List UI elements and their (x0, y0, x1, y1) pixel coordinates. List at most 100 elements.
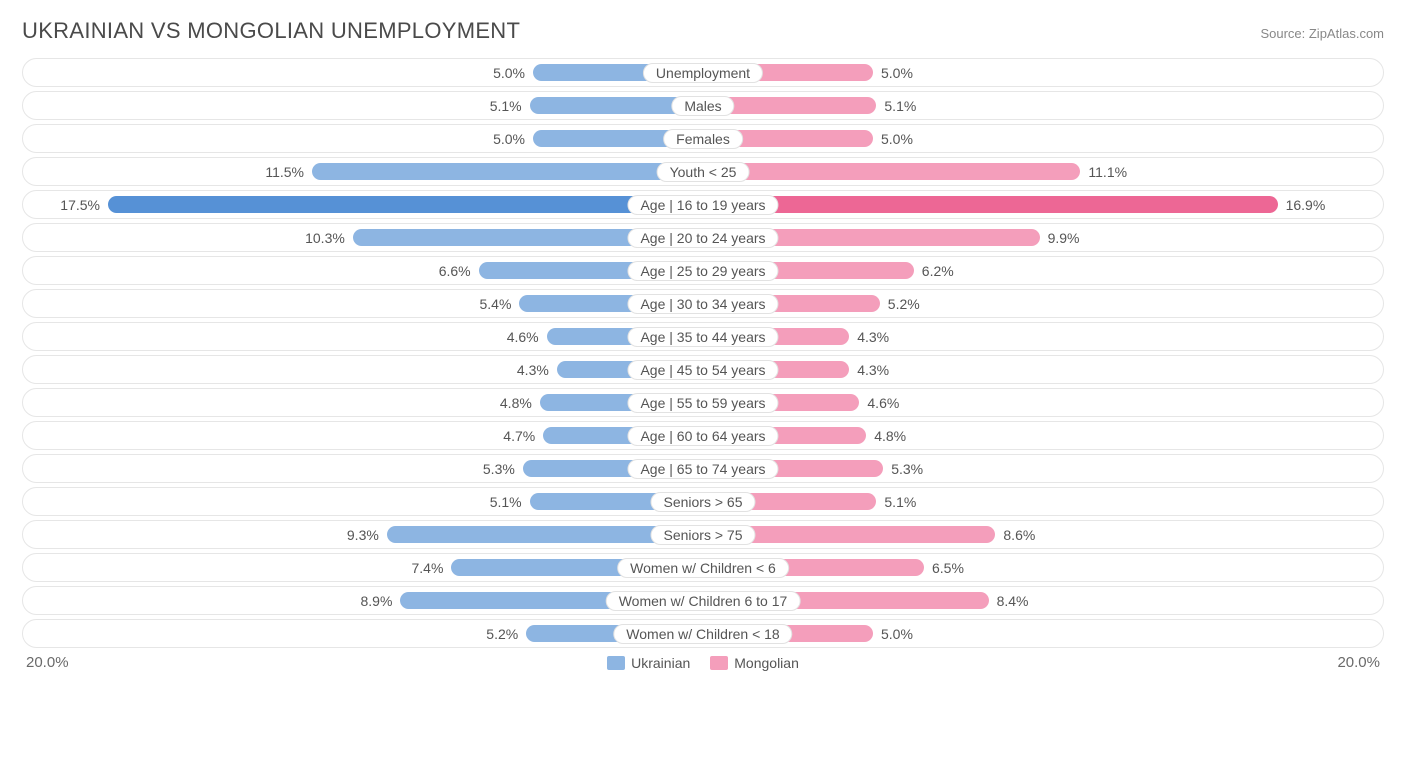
category-label: Females (663, 129, 743, 149)
row-left-half: 5.1% (23, 488, 703, 515)
row-right-half: 4.8% (703, 422, 1383, 449)
chart-row: 5.4%5.2%Age | 30 to 34 years (22, 289, 1384, 318)
row-right-half: 8.4% (703, 587, 1383, 614)
value-label-right: 4.8% (874, 428, 906, 444)
row-left-half: 5.4% (23, 290, 703, 317)
row-left-half: 17.5% (23, 191, 703, 218)
category-label: Women w/ Children < 6 (617, 558, 789, 578)
value-label-left: 4.8% (500, 395, 532, 411)
row-left-half: 5.0% (23, 59, 703, 86)
category-label: Age | 65 to 74 years (627, 459, 778, 479)
category-label: Seniors > 65 (651, 492, 756, 512)
chart-row: 7.4% 6.5% Women w/ Children < 6 (22, 553, 1384, 582)
axis-label-left: 20.0% (26, 654, 69, 671)
chart-row: 4.3%4.3%Age | 45 to 54 years (22, 355, 1384, 384)
legend-item-ukrainian: Ukrainian (607, 655, 690, 671)
axis-label-right: 20.0% (1337, 654, 1380, 671)
row-right-half: 8.6% (703, 521, 1383, 548)
category-label: Age | 60 to 64 years (627, 426, 778, 446)
value-label-left: 17.5% (60, 197, 100, 213)
category-label: Age | 30 to 34 years (627, 294, 778, 314)
value-label-right: 11.1% (1088, 164, 1127, 180)
chart-row: 11.5% 11.1% Youth < 25 (22, 157, 1384, 186)
chart-row: 5.3% 5.3% Age | 65 to 74 years (22, 454, 1384, 483)
chart-row: 4.7% 4.8% Age | 60 to 64 years (22, 421, 1384, 450)
value-label-left: 4.7% (503, 428, 535, 444)
row-right-half: 5.0% (703, 620, 1383, 647)
chart-row: 4.6%4.3%Age | 35 to 44 years (22, 322, 1384, 351)
category-label: Seniors > 75 (651, 525, 756, 545)
bar-ukrainian (108, 196, 703, 213)
row-left-half: 11.5% (23, 158, 703, 185)
chart-row: 5.0% 5.0% Females (22, 124, 1384, 153)
chart-source: Source: ZipAtlas.com (1260, 26, 1384, 41)
chart-row: 9.3% 8.6% Seniors > 75 (22, 520, 1384, 549)
value-label-right: 5.0% (881, 131, 913, 147)
value-label-left: 5.1% (490, 494, 522, 510)
chart-row: 5.1% 5.1% Males (22, 91, 1384, 120)
value-label-left: 5.1% (490, 98, 522, 114)
value-label-right: 8.6% (1003, 527, 1035, 543)
value-label-left: 5.3% (483, 461, 515, 477)
row-right-half: 16.9% (703, 191, 1383, 218)
value-label-right: 5.0% (881, 626, 913, 642)
legend-label-ukrainian: Ukrainian (631, 655, 690, 671)
row-left-half: 4.7% (23, 422, 703, 449)
row-left-half: 4.3% (23, 356, 703, 383)
value-label-right: 16.9% (1286, 197, 1326, 213)
row-right-half: 5.0% (703, 125, 1383, 152)
row-right-half: 11.1% (703, 158, 1383, 185)
row-right-half: 5.3% (703, 455, 1383, 482)
chart-row: 5.0% 5.0% Unemployment (22, 58, 1384, 87)
value-label-left: 5.0% (493, 131, 525, 147)
chart-rows: 5.0%5.0%Unemployment5.1%5.1%Males5.0%5.0… (22, 58, 1384, 648)
row-left-half: 7.4% (23, 554, 703, 581)
category-label: Unemployment (643, 63, 763, 83)
bar-mongolian (703, 163, 1080, 180)
row-left-half: 8.9% (23, 587, 703, 614)
value-label-right: 5.0% (881, 65, 913, 81)
category-label: Age | 25 to 29 years (627, 261, 778, 281)
value-label-left: 8.9% (360, 593, 392, 609)
value-label-right: 4.6% (867, 395, 899, 411)
chart-row: 5.2%5.0%Women w/ Children < 18 (22, 619, 1384, 648)
value-label-right: 6.2% (922, 263, 954, 279)
chart-row: 6.6% 6.2% Age | 25 to 29 years (22, 256, 1384, 285)
category-label: Males (671, 96, 734, 116)
row-right-half: 5.1% (703, 488, 1383, 515)
row-right-half: 4.6% (703, 389, 1383, 416)
chart-row: 8.9% 8.4% Women w/ Children 6 to 17 (22, 586, 1384, 615)
chart-row: 10.3% 9.9% Age | 20 to 24 years (22, 223, 1384, 252)
row-left-half: 6.6% (23, 257, 703, 284)
value-label-left: 10.3% (305, 230, 345, 246)
row-left-half: 5.2% (23, 620, 703, 647)
value-label-right: 6.5% (932, 560, 964, 576)
chart-footer: 20.0% Ukrainian Mongolian 20.0% (22, 654, 1384, 671)
value-label-right: 5.3% (891, 461, 923, 477)
legend-label-mongolian: Mongolian (734, 655, 799, 671)
chart-header: UKRAINIAN VS MONGOLIAN UNEMPLOYMENT Sour… (22, 18, 1384, 44)
row-left-half: 10.3% (23, 224, 703, 251)
value-label-right: 4.3% (857, 362, 889, 378)
value-label-left: 5.0% (493, 65, 525, 81)
value-label-right: 9.9% (1048, 230, 1080, 246)
chart-row: 4.8% 4.6% Age | 55 to 59 years (22, 388, 1384, 417)
row-right-half: 6.2% (703, 257, 1383, 284)
category-label: Women w/ Children 6 to 17 (606, 591, 801, 611)
value-label-left: 11.5% (265, 164, 304, 180)
value-label-left: 5.4% (479, 296, 511, 312)
category-label: Youth < 25 (657, 162, 750, 182)
row-right-half: 4.3% (703, 323, 1383, 350)
row-left-half: 9.3% (23, 521, 703, 548)
value-label-left: 5.2% (486, 626, 518, 642)
category-label: Age | 55 to 59 years (627, 393, 778, 413)
legend: Ukrainian Mongolian (607, 655, 799, 671)
value-label-right: 8.4% (997, 593, 1029, 609)
chart-row: 5.1%5.1%Seniors > 65 (22, 487, 1384, 516)
row-right-half: 5.0% (703, 59, 1383, 86)
chart-row: 17.5%16.9%Age | 16 to 19 years (22, 190, 1384, 219)
bar-mongolian (703, 196, 1278, 213)
value-label-right: 5.1% (884, 98, 916, 114)
row-left-half: 4.8% (23, 389, 703, 416)
category-label: Age | 20 to 24 years (627, 228, 778, 248)
